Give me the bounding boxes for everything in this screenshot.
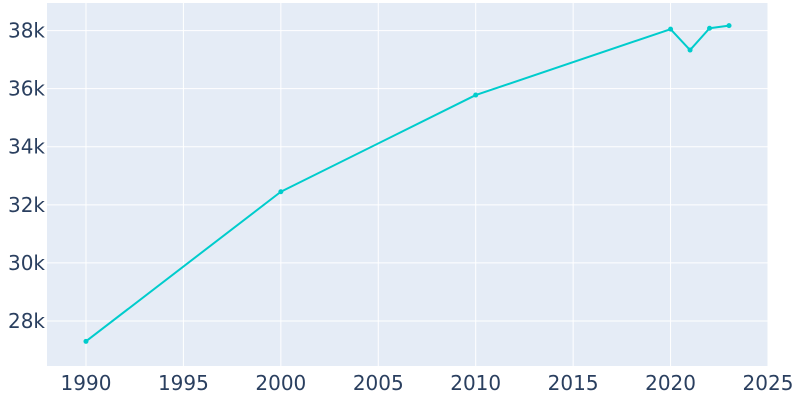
data-point	[687, 47, 693, 53]
y-tick-label: 38k	[8, 19, 45, 43]
x-tick-label: 2015	[548, 371, 599, 395]
x-tick-label: 2010	[450, 371, 501, 395]
data-point	[278, 189, 284, 195]
y-tick-label: 34k	[8, 135, 45, 159]
plot-area	[47, 3, 768, 366]
y-tick-label: 30k	[8, 251, 45, 275]
data-point	[707, 25, 713, 31]
x-tick-label: 2020	[645, 371, 696, 395]
data-point	[668, 26, 674, 32]
data-point	[726, 23, 732, 29]
x-gridlines	[85, 3, 769, 366]
y-gridlines	[47, 30, 768, 322]
x-tick-label: 1990	[61, 371, 112, 395]
x-axis-tick-labels: 1990 1995 2000 2005 2010 2015 2020 2025	[61, 371, 794, 395]
x-tick-label: 2000	[255, 371, 306, 395]
y-tick-label: 36k	[8, 77, 45, 101]
y-tick-label: 32k	[8, 193, 45, 217]
series-layer	[83, 23, 732, 344]
x-tick-label: 2005	[353, 371, 404, 395]
x-tick-label: 2025	[743, 371, 794, 395]
x-tick-label: 1995	[158, 371, 209, 395]
y-tick-label: 28k	[8, 309, 45, 333]
y-axis-tick-labels: 28k 30k 32k 34k 36k 38k	[8, 19, 45, 333]
data-point	[83, 338, 89, 344]
data-point	[473, 92, 479, 98]
